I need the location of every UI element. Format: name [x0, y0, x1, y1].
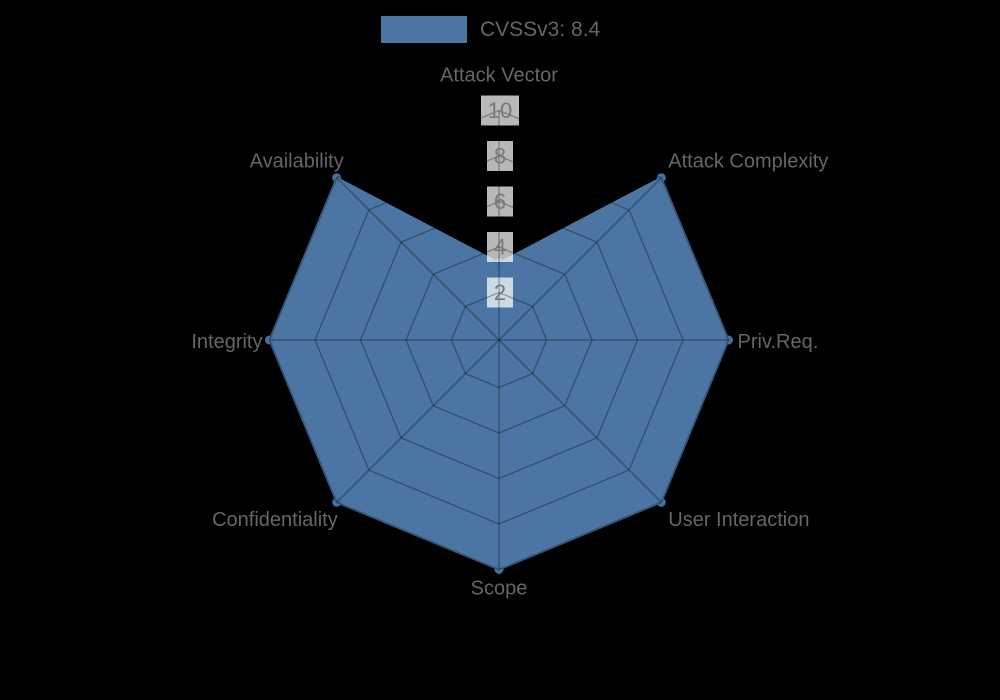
radial-tick-box [487, 141, 513, 171]
legend-label: CVSSv3: 8.4 [480, 17, 601, 41]
chart-legend: CVSSv3: 8.4 [381, 16, 600, 43]
radial-tick-label: 6 [494, 189, 506, 214]
grid-ring [314, 155, 684, 525]
axis-label-availability: Availability [250, 151, 344, 173]
axis-label-confidentiality: Confidentiality [212, 509, 338, 531]
radial-tick-label: 10 [488, 98, 512, 123]
radial-tick-box [487, 232, 513, 262]
radial-tick-label: 4 [494, 234, 506, 259]
axis-label-user-interaction: User Interaction [668, 509, 809, 531]
radial-tick-label: 2 [494, 280, 506, 305]
axis-label-attack-vector: Attack Vector [440, 64, 558, 86]
vertex-marker [332, 497, 342, 507]
grid-spoke [336, 177, 500, 341]
vertex-marker [724, 335, 733, 345]
radial-tick-box [481, 95, 519, 126]
grid-ring [405, 246, 593, 434]
axis-label-attack-complexity: Attack Complexity [668, 151, 828, 173]
vertex-marker [332, 173, 342, 183]
axis-label-scope: Scope [471, 577, 528, 599]
grid-spoke [498, 339, 662, 503]
radial-tick-box [487, 186, 513, 217]
vertex-marker [494, 565, 504, 574]
radial-tick-label: 8 [494, 143, 506, 168]
grid-ring [268, 109, 730, 571]
grid-ring [359, 200, 639, 480]
axis-label-integrity: Integrity [191, 331, 262, 353]
legend-swatch [381, 16, 467, 43]
grid-spoke [336, 339, 500, 503]
vertex-marker [656, 497, 666, 507]
grid-ring [450, 291, 548, 389]
radial-tick-box [487, 277, 513, 308]
axis-label-priv-req: Priv.Req. [738, 331, 819, 353]
vertex-marker [265, 335, 274, 345]
vertex-marker [656, 173, 666, 183]
grid-spoke [498, 177, 662, 341]
